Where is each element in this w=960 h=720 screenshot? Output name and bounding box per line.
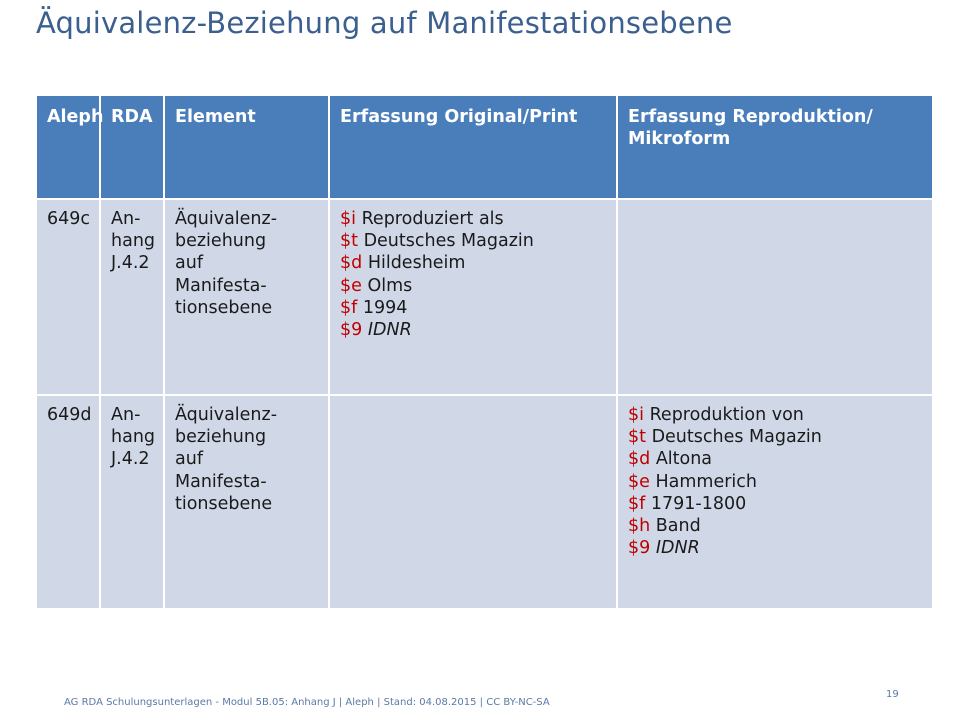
subfield-line: $t Deutsches Magazin: [340, 230, 606, 252]
subfield-code: $i: [628, 405, 644, 425]
subfield-line: $9 IDNR: [628, 537, 922, 559]
subfield-text: Hildesheim: [362, 253, 466, 274]
subfield-text: 1791-1800: [645, 493, 747, 514]
subfield-text: Olms: [361, 275, 413, 296]
page-title: Äquivalenz-Beziehung auf Manifestationse…: [36, 6, 733, 40]
subfield-line: $i Reproduziert als: [340, 208, 606, 230]
rda-line: An-: [111, 405, 141, 425]
subfield-line: $e Hammerich: [628, 471, 922, 493]
subfield-line: $f 1791-1800: [628, 493, 922, 515]
rda-line: An-: [111, 209, 141, 229]
subfield-line: $h Band: [628, 515, 922, 537]
cell-rda: An- hang J.4.2: [99, 198, 165, 396]
subfield-code: $9: [340, 320, 363, 341]
element-line: Äquivalenz-: [175, 405, 278, 425]
cell-reproduktion: $i Reproduktion von $t Deutsches Magazin…: [616, 394, 934, 610]
header-element: Element: [163, 94, 330, 200]
cell-element: Äquivalenz- beziehung auf Manifesta- tio…: [163, 198, 330, 396]
header-original: Erfassung Original/Print: [328, 94, 618, 200]
subfield-code: $d: [340, 253, 363, 274]
subfield-text: Reproduktion von: [644, 405, 804, 425]
subfield-code: $i: [340, 209, 356, 229]
rda-line: hang: [111, 427, 156, 448]
subfield-line: $9 IDNR: [340, 319, 606, 341]
subfield-code: $d: [628, 449, 651, 470]
page-number: 19: [886, 689, 899, 700]
subfield-text: IDNR: [362, 320, 412, 341]
subfield-line: $d Hildesheim: [340, 252, 606, 274]
subfield-code: $f: [628, 493, 646, 514]
element-line: tionsebene: [175, 297, 273, 318]
subfield-text: Deutsches Magazin: [646, 427, 822, 448]
cell-reproduktion: [616, 198, 934, 396]
mapping-table: Aleph RDA Element Erfassung Original/Pri…: [35, 94, 934, 610]
subfield-line: $i Reproduktion von: [628, 404, 922, 426]
subfield-text: Hammerich: [649, 471, 757, 492]
element-line: tionsebene: [175, 493, 273, 514]
header-rda: RDA: [99, 94, 165, 200]
subfield-code: $e: [340, 275, 362, 296]
element-line: beziehung: [175, 231, 267, 252]
subfield-text: Deutsches Magazin: [358, 231, 534, 252]
subfield-code: $h: [628, 516, 651, 537]
element-line: auf: [175, 449, 203, 470]
subfield-text: Altona: [650, 449, 713, 470]
subfield-code: $f: [340, 297, 358, 318]
element-line: Äquivalenz-: [175, 209, 278, 229]
subfield-line: $d Altona: [628, 448, 922, 470]
subfield-text: 1994: [357, 297, 408, 318]
subfield-line: $f 1994: [340, 297, 606, 319]
cell-element: Äquivalenz- beziehung auf Manifesta- tio…: [163, 394, 330, 610]
element-line: Manifesta-: [175, 275, 267, 296]
subfield-code: $t: [628, 427, 646, 448]
cell-aleph: 649d: [35, 394, 101, 610]
cell-original: [328, 394, 618, 610]
rda-line: hang: [111, 231, 156, 252]
footer-text: AG RDA Schulungsunterlagen - Modul 5B.05…: [64, 697, 550, 708]
subfield-text: IDNR: [650, 538, 700, 559]
element-line: beziehung: [175, 427, 267, 448]
cell-rda: An- hang J.4.2: [99, 394, 165, 610]
rda-line: J.4.2: [111, 449, 150, 470]
header-reproduktion: Erfassung Reproduktion/ Mikroform: [616, 94, 934, 200]
subfield-line: $e Olms: [340, 275, 606, 297]
subfield-code: $e: [628, 471, 650, 492]
rda-line: J.4.2: [111, 253, 150, 274]
subfield-line: $t Deutsches Magazin: [628, 426, 922, 448]
element-line: Manifesta-: [175, 471, 267, 492]
subfield-text: Band: [650, 516, 701, 537]
table-header-row: Aleph RDA Element Erfassung Original/Pri…: [35, 94, 934, 200]
table-row: 649c An- hang J.4.2 Äquivalenz- beziehun…: [35, 198, 934, 396]
subfield-text: Reproduziert als: [356, 209, 504, 229]
table-row: 649d An- hang J.4.2 Äquivalenz- beziehun…: [35, 394, 934, 610]
cell-original: $i Reproduziert als $t Deutsches Magazin…: [328, 198, 618, 396]
header-aleph: Aleph: [35, 94, 103, 200]
cell-aleph: 649c: [35, 198, 101, 396]
element-line: auf: [175, 253, 203, 274]
subfield-code: $t: [340, 231, 358, 252]
subfield-code: $9: [628, 538, 651, 559]
